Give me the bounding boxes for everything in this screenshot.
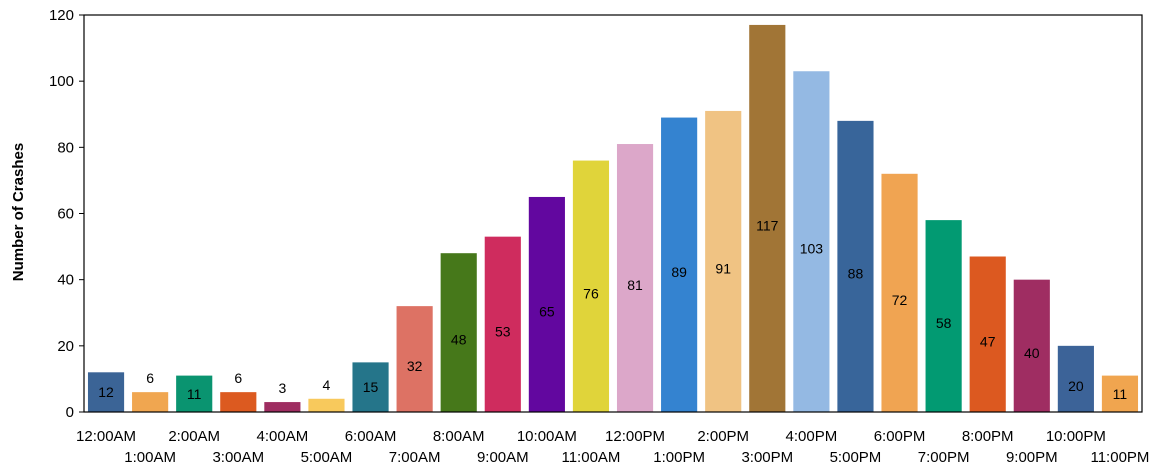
bar: [440, 253, 477, 412]
bar: [308, 398, 345, 412]
data-label: 91: [715, 260, 731, 276]
y-axis-label: Number of Crashes: [10, 143, 27, 281]
data-label: 88: [848, 265, 864, 281]
data-label: 11: [187, 386, 202, 402]
bar: [396, 306, 433, 412]
x-tick-label: 7:00AM: [389, 449, 441, 466]
bar: [881, 173, 918, 412]
x-tick-label: 9:00PM: [1006, 449, 1058, 466]
data-label: 6: [234, 370, 242, 386]
x-tick-label: 2:00AM: [168, 428, 220, 445]
x-axis-ticks: 12:00AM 1:00AM 2:00AM 3:00AM 4:00AM 5:00AM 6:0…: [76, 428, 1149, 466]
x-tick-label: 3:00AM: [212, 449, 264, 466]
data-label: 72: [892, 292, 908, 308]
bars: [87, 24, 1139, 413]
bar: [616, 144, 654, 412]
x-tick-label: 10:00PM: [1046, 428, 1106, 445]
data-label: 6: [146, 370, 154, 386]
bar: [749, 24, 786, 413]
x-tick-label: 1:00AM: [124, 449, 176, 466]
x-tick-label: 5:00AM: [301, 449, 353, 466]
bar: [661, 117, 698, 412]
data-label: 4: [323, 377, 331, 393]
y-tick-label: 20: [57, 338, 74, 355]
data-label: 65: [539, 303, 555, 319]
bar: [1101, 375, 1139, 412]
x-tick-label: 8:00PM: [962, 428, 1014, 445]
plot-frame: [83, 14, 1143, 413]
data-label: 76: [583, 285, 599, 301]
data-label: 48: [451, 332, 467, 348]
data-label: 58: [936, 315, 952, 331]
bar: [484, 236, 521, 412]
x-tick-label: 8:00AM: [433, 428, 485, 445]
x-tick-label: 11:00PM: [1090, 449, 1149, 466]
x-tick-label: 6:00AM: [345, 428, 397, 445]
data-label: 32: [407, 358, 423, 374]
bar: [220, 392, 257, 412]
bar: [176, 375, 213, 412]
x-tick-label: 12:00PM: [605, 428, 665, 445]
x-tick-label: 9:00AM: [477, 449, 529, 466]
y-tick-label: 120: [49, 7, 74, 24]
bar: [969, 256, 1006, 412]
bar: [1057, 345, 1094, 412]
bar: [528, 196, 565, 412]
x-tick-label: 4:00AM: [257, 428, 309, 445]
data-label: 81: [627, 277, 643, 293]
bar: [572, 160, 610, 412]
data-label: 53: [495, 323, 511, 339]
data-label: 20: [1068, 378, 1084, 394]
bar: [132, 392, 169, 412]
bar: [925, 220, 962, 412]
bar: [1013, 279, 1050, 412]
bar: [837, 120, 874, 412]
bar: [87, 372, 125, 412]
data-label: 11: [1113, 386, 1128, 402]
data-label: 3: [278, 380, 286, 396]
data-label: 89: [671, 264, 687, 280]
x-tick-label: 4:00PM: [786, 428, 838, 445]
x-tick-label: 7:00PM: [918, 449, 970, 466]
data-label: 103: [800, 241, 824, 257]
x-tick-label: 2:00PM: [697, 428, 749, 445]
data-label: 12: [98, 384, 114, 400]
x-tick-label: 11:00AM: [561, 449, 620, 466]
bar: [264, 402, 301, 412]
y-tick-label: 100: [49, 73, 74, 90]
data-label: 15: [363, 379, 379, 395]
data-label: 40: [1024, 345, 1040, 361]
x-tick-label: 10:00AM: [517, 428, 577, 445]
x-tick-label: 5:00PM: [830, 449, 882, 466]
y-tick-label: 60: [57, 206, 74, 223]
bar: [352, 362, 389, 412]
y-tick-label: 80: [57, 139, 74, 156]
x-tick-label: 1:00PM: [653, 449, 705, 466]
bar: [705, 110, 742, 413]
data-label: 117: [756, 217, 779, 233]
x-tick-label: 12:00AM: [76, 428, 136, 445]
y-axis-ticks: 0 20 40 60 80 100 120: [49, 7, 84, 421]
data-labels: 12 6 11 6 3 4 15 32 48 53 65 76 81 89 91 117 103 88 72 58 47…: [98, 217, 1127, 401]
x-tick-label: 6:00PM: [874, 428, 926, 445]
y-tick-label: 0: [66, 404, 74, 421]
data-label: 47: [980, 333, 996, 349]
x-tick-label: 3:00PM: [741, 449, 793, 466]
y-tick-label: 40: [57, 272, 74, 289]
bar: [793, 71, 830, 412]
